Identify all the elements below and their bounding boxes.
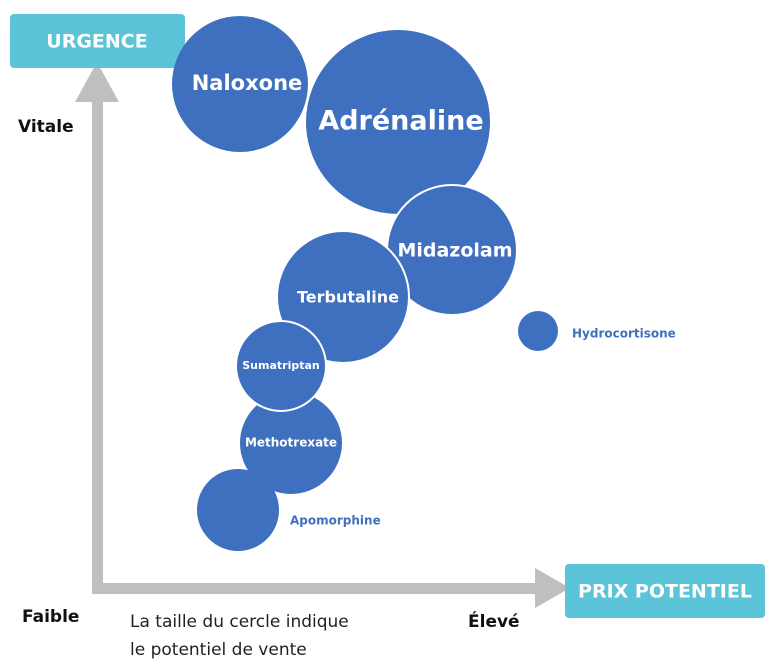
bubble-label: Terbutaline [297,288,399,307]
x-title: PRIX POTENTIEL [578,581,752,603]
y-axis [92,92,103,592]
y-title: URGENCE [46,31,147,53]
bubble-label: Naloxone [192,71,303,95]
y-arrow [75,62,119,102]
bubble [235,320,327,412]
bubble-label: Methotrexate [245,436,337,450]
x-high-label: Élevé [468,610,520,632]
x-title-box [565,564,765,618]
bubble [276,230,410,364]
x-arrow [535,568,570,608]
bubble [518,311,558,351]
bubble-label: Hydrocortisone [572,327,676,341]
note-line: La taille du cercle indique [130,612,349,632]
bubble-label: Apomorphine [290,514,381,528]
y-high-label: Vitale [18,117,74,137]
x-axis [92,583,547,594]
origin-label: Faible [22,607,79,627]
note-line: le potentiel de vente [130,640,307,660]
bubble [172,16,308,152]
bubble [197,469,279,551]
bubble-label: Midazolam [397,240,512,262]
y-title-box [10,14,185,68]
bubble-label: Adrénaline [318,106,483,137]
bubble-label: Sumatriptan [242,359,319,372]
